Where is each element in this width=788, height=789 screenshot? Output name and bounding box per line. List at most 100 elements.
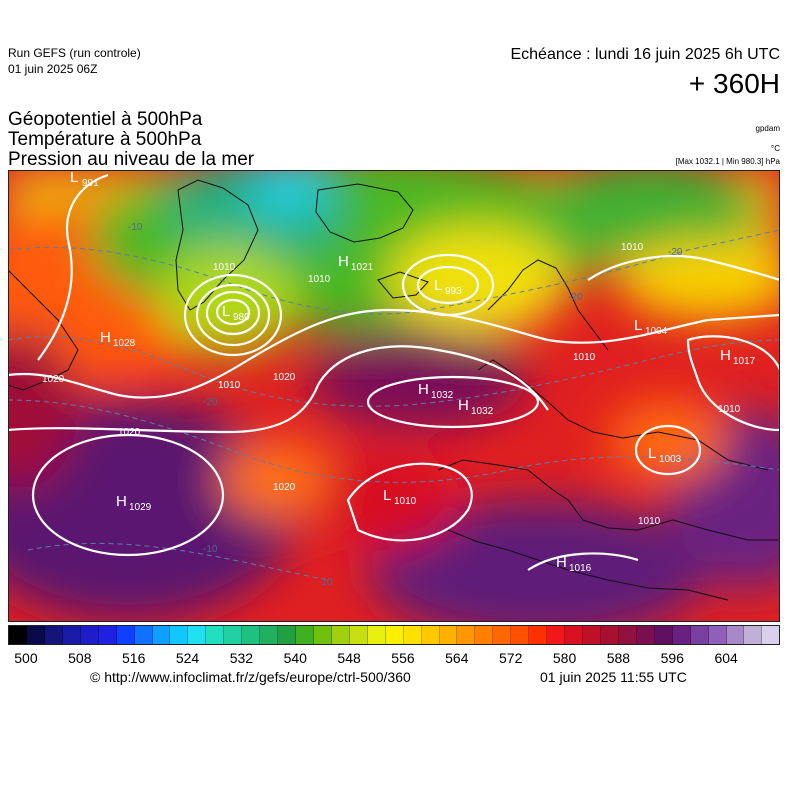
color-swatch <box>708 626 727 644</box>
system-high: H 1017 <box>720 347 756 367</box>
color-scale-tick-label: 572 <box>499 650 523 666</box>
svg-text:1032: 1032 <box>471 406 494 417</box>
isobar-labels: 1020 1010 1020 1010 1020 1020 1010 1010 … <box>42 242 741 527</box>
color-scale-tick-label: 588 <box>606 650 631 666</box>
svg-text:-20: -20 <box>668 247 683 258</box>
svg-text:-10: -10 <box>128 222 143 233</box>
unit-geopotential: gpdam <box>755 124 780 133</box>
svg-text:1029: 1029 <box>129 502 152 513</box>
color-swatch <box>475 626 494 644</box>
svg-text:H: H <box>338 253 349 270</box>
svg-text:991: 991 <box>82 178 99 189</box>
color-swatch <box>762 626 780 644</box>
color-scale-tick-label: 548 <box>337 650 361 666</box>
system-high: H 1032 <box>458 397 494 417</box>
color-swatch <box>313 626 332 644</box>
system-low: L 993 <box>434 277 462 297</box>
svg-text:H: H <box>100 329 111 346</box>
svg-text:1010: 1010 <box>621 242 644 253</box>
color-scale-tick-label: 540 <box>283 650 307 666</box>
svg-text:L: L <box>222 303 230 320</box>
color-swatch <box>170 626 189 644</box>
svg-text:993: 993 <box>445 286 462 297</box>
temperature-contours <box>8 229 780 581</box>
param-geopotential: Géopotentiel à 500hPa <box>8 109 203 130</box>
svg-text:-10: -10 <box>318 577 333 588</box>
color-swatch <box>278 626 296 644</box>
color-swatch <box>511 626 530 644</box>
svg-text:H: H <box>418 381 429 398</box>
system-high: H 1021 <box>338 253 374 273</box>
system-low: L 991 <box>70 170 99 189</box>
svg-text:1010: 1010 <box>308 274 331 285</box>
svg-text:1010: 1010 <box>213 262 236 273</box>
svg-text:1004: 1004 <box>645 326 668 337</box>
color-swatch <box>242 626 261 644</box>
temperature-labels: -20 -20 -10 -10 -10 -20 <box>128 222 683 588</box>
color-scale-tick-label: 524 <box>175 650 200 666</box>
color-scale-tick-label: 596 <box>660 650 684 666</box>
svg-text:-20: -20 <box>568 292 583 303</box>
svg-text:H: H <box>458 397 469 414</box>
svg-text:1020: 1020 <box>273 482 296 493</box>
color-swatch <box>672 626 691 644</box>
color-swatch <box>385 626 404 644</box>
color-swatch <box>9 626 27 644</box>
color-swatch <box>600 626 619 644</box>
color-scale-tick-label: 564 <box>445 650 469 666</box>
color-swatch <box>493 626 512 644</box>
color-swatch <box>421 626 440 644</box>
color-swatch <box>367 626 386 644</box>
system-low: L 1010 <box>383 487 417 507</box>
forecast-lead-hours: + 360H <box>688 68 780 99</box>
color-scale-tick-label: 580 <box>552 650 577 666</box>
color-swatch <box>654 626 673 644</box>
svg-text:L: L <box>70 170 78 186</box>
color-swatch <box>44 626 63 644</box>
svg-text:1020: 1020 <box>273 372 296 383</box>
weather-map: -20 -20 -10 -10 -10 -20 1020 <box>8 170 780 622</box>
unit-temperature: °C <box>771 144 780 153</box>
svg-text:1032: 1032 <box>431 390 454 401</box>
color-swatch <box>116 626 135 644</box>
color-scale-tick-label: 604 <box>714 650 738 666</box>
color-scale-tick-label: 500 <box>14 650 38 666</box>
color-swatch <box>206 626 225 644</box>
pressure-range: [Max 1032.1 | Min 980.3] hPa <box>675 157 780 166</box>
issued-time: 01 juin 2025 11:55 UTC <box>540 669 687 685</box>
svg-text:L: L <box>634 317 642 334</box>
color-scale-tick-label: 508 <box>68 650 92 666</box>
svg-text:1020: 1020 <box>42 374 65 385</box>
svg-text:H: H <box>116 493 127 510</box>
color-swatch <box>349 626 368 644</box>
pressure-systems: L 991 L 980 H 1021 L 993 H 1028 L 1004 H 1017 H… <box>70 170 756 574</box>
svg-text:L: L <box>648 445 656 462</box>
svg-text:-20: -20 <box>203 397 218 408</box>
svg-text:1010: 1010 <box>218 380 241 391</box>
isobars <box>8 173 780 571</box>
svg-text:1016: 1016 <box>569 563 592 574</box>
run-title: Run GEFS (run controle) <box>8 46 141 60</box>
color-swatch <box>744 626 763 644</box>
color-scale <box>8 625 780 645</box>
run-date: 01 juin 2025 06Z <box>8 62 98 76</box>
color-swatch <box>439 626 458 644</box>
color-swatch <box>152 626 171 644</box>
color-swatch <box>565 626 583 644</box>
color-swatch <box>618 626 637 644</box>
color-swatch <box>583 626 601 644</box>
forecast-time: Echéance : lundi 16 juin 2025 6h UTC <box>510 46 780 63</box>
system-low: L 1003 <box>648 445 682 465</box>
color-swatch <box>188 626 207 644</box>
color-swatch <box>529 626 548 644</box>
color-swatch <box>331 626 350 644</box>
geopotential-field <box>8 170 780 622</box>
color-swatch <box>547 626 566 644</box>
svg-text:980: 980 <box>233 312 250 323</box>
svg-text:1003: 1003 <box>659 454 682 465</box>
svg-text:H: H <box>720 347 731 364</box>
color-swatch <box>80 626 99 644</box>
svg-text:1010: 1010 <box>638 516 661 527</box>
svg-text:1021: 1021 <box>351 262 374 273</box>
system-low: L 980 <box>222 303 250 323</box>
